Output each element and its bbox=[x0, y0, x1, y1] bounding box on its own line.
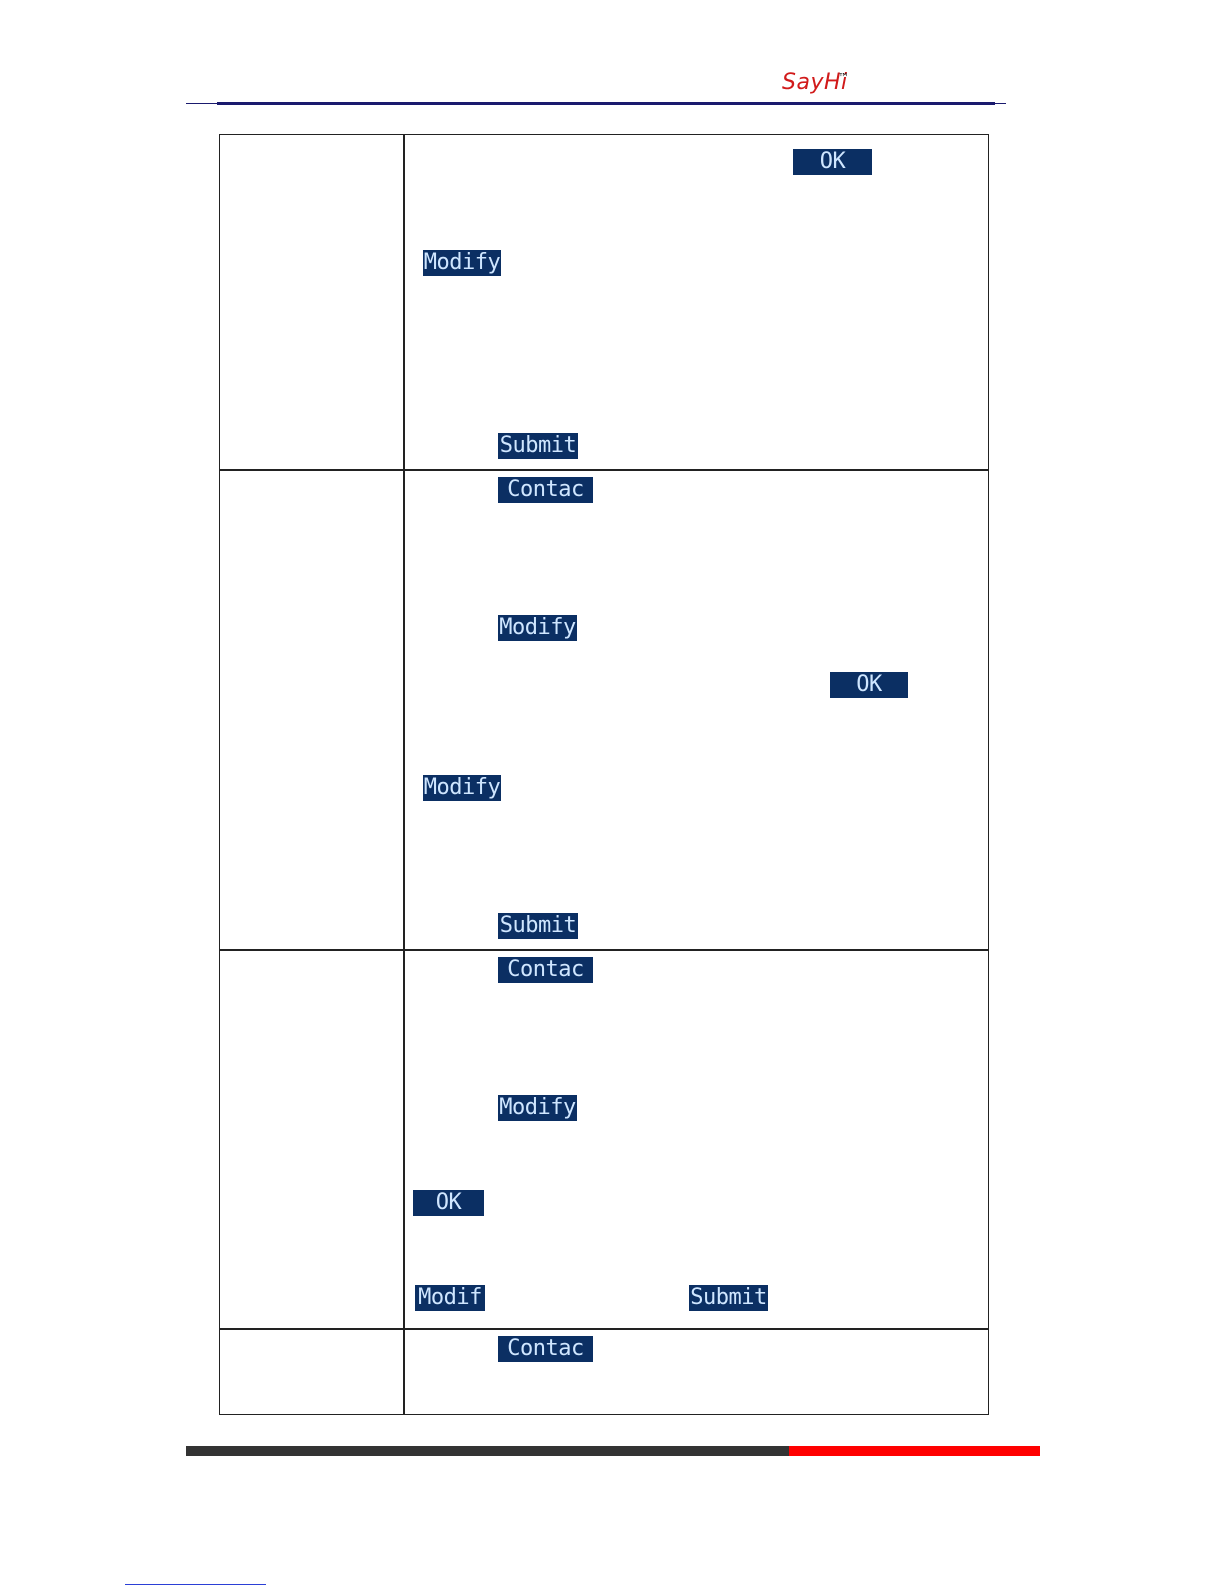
footer-bar-red bbox=[789, 1446, 1040, 1456]
column-divider bbox=[403, 135, 405, 1414]
lcd-modify-button: Modify bbox=[498, 1095, 577, 1121]
lcd-submit-button: Submit bbox=[498, 433, 578, 459]
header-logo: SayHi bbox=[782, 70, 848, 95]
lcd-ok-button: OK bbox=[793, 149, 872, 175]
row-divider bbox=[220, 469, 988, 471]
lcd-contacts-button: Contac bbox=[498, 1336, 593, 1362]
lcd-ok-button: OK bbox=[830, 672, 908, 698]
lcd-ok-button: OK bbox=[413, 1190, 484, 1216]
row-divider bbox=[220, 1328, 988, 1330]
lcd-contacts-button: Contac bbox=[498, 957, 593, 983]
lcd-submit-button: Submit bbox=[498, 913, 578, 939]
lcd-submit-button: Submit bbox=[689, 1285, 768, 1311]
footer-bar-dark bbox=[186, 1446, 789, 1456]
lcd-modify-button: Modif bbox=[415, 1285, 485, 1311]
row-divider bbox=[220, 949, 988, 951]
trademark-symbol: ™ bbox=[838, 71, 849, 84]
lcd-modify-button: Modify bbox=[423, 250, 501, 276]
header-rule bbox=[217, 102, 995, 105]
lcd-modify-button: Modify bbox=[423, 775, 501, 801]
instruction-table: OK Modify Submit Contac Modify OK Modify… bbox=[219, 134, 989, 1415]
lcd-modify-button: Modify bbox=[498, 615, 577, 641]
lcd-contacts-button: Contac bbox=[498, 477, 593, 503]
